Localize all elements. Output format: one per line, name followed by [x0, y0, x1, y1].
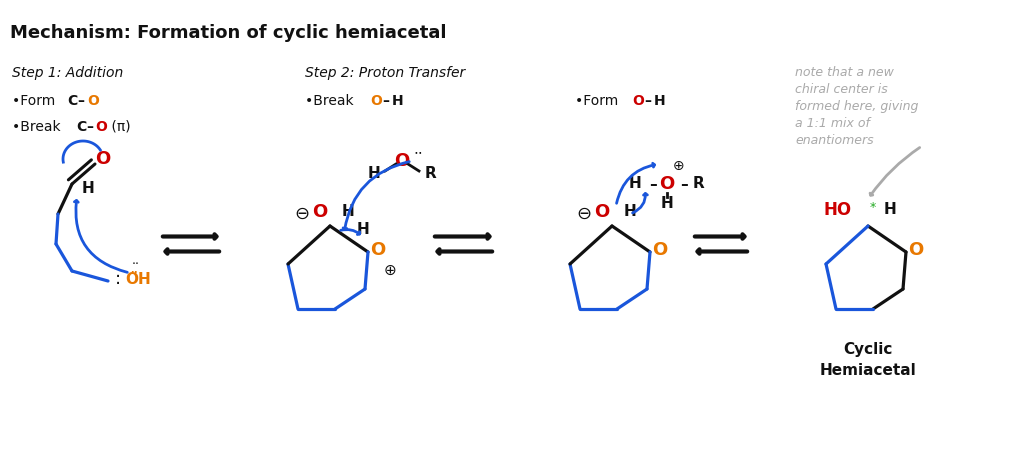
Text: ⊕: ⊕	[383, 262, 396, 277]
Text: Step 1: Addition: Step 1: Addition	[12, 66, 123, 80]
Text: R: R	[693, 177, 704, 192]
Text: note that a new
chiral center is
formed here, giving
a 1:1 mix of
enantiomers: note that a new chiral center is formed …	[794, 66, 917, 147]
Text: O: O	[652, 241, 667, 259]
Text: C: C	[67, 94, 77, 108]
Text: :: :	[115, 270, 121, 288]
Text: Step 2: Proton Transfer: Step 2: Proton Transfer	[305, 66, 465, 80]
Text: O: O	[370, 241, 385, 259]
Text: O: O	[908, 241, 923, 259]
Text: •Form: •Form	[575, 94, 622, 108]
Text: H: H	[82, 182, 95, 197]
Text: O: O	[96, 150, 110, 168]
Text: (π): (π)	[107, 120, 130, 134]
Text: O: O	[370, 94, 381, 108]
Text: H: H	[357, 222, 369, 237]
Text: ⋅⋅: ⋅⋅	[131, 258, 140, 271]
Text: O: O	[594, 203, 609, 221]
Text: –: –	[643, 94, 650, 108]
Text: H: H	[660, 197, 673, 212]
Text: C: C	[76, 120, 87, 134]
Text: ÖH: ÖH	[125, 271, 151, 286]
Text: –: –	[680, 177, 687, 192]
Text: Cyclic
Hemiacetal: Cyclic Hemiacetal	[819, 342, 915, 378]
Text: R: R	[424, 167, 435, 182]
Text: Mechanism: Formation of cyclic hemiacetal: Mechanism: Formation of cyclic hemiaceta…	[10, 24, 446, 42]
Text: –: –	[87, 120, 94, 134]
Text: •Break: •Break	[305, 94, 358, 108]
Text: ⋅⋅: ⋅⋅	[413, 145, 423, 161]
Text: ⊖: ⊖	[576, 205, 591, 223]
Text: ⊕: ⊕	[673, 159, 684, 173]
Text: HO: HO	[823, 201, 851, 219]
Text: O: O	[87, 94, 99, 108]
Text: –: –	[382, 94, 388, 108]
Text: O: O	[394, 152, 410, 170]
Text: H: H	[367, 167, 380, 182]
Text: –: –	[77, 94, 85, 108]
Text: H: H	[653, 94, 665, 108]
Text: •Break: •Break	[12, 120, 65, 134]
Text: O: O	[96, 120, 107, 134]
Text: •Form: •Form	[12, 94, 59, 108]
Text: H: H	[628, 177, 641, 192]
Text: H: H	[341, 204, 354, 219]
Text: O: O	[632, 94, 643, 108]
Text: O: O	[312, 203, 327, 221]
Text: ⊖: ⊖	[294, 205, 309, 223]
Text: –: –	[648, 177, 656, 192]
Text: H: H	[623, 204, 636, 219]
Text: H: H	[391, 94, 404, 108]
Text: *: *	[869, 202, 875, 214]
Text: H: H	[882, 202, 896, 217]
Text: O: O	[658, 175, 674, 193]
